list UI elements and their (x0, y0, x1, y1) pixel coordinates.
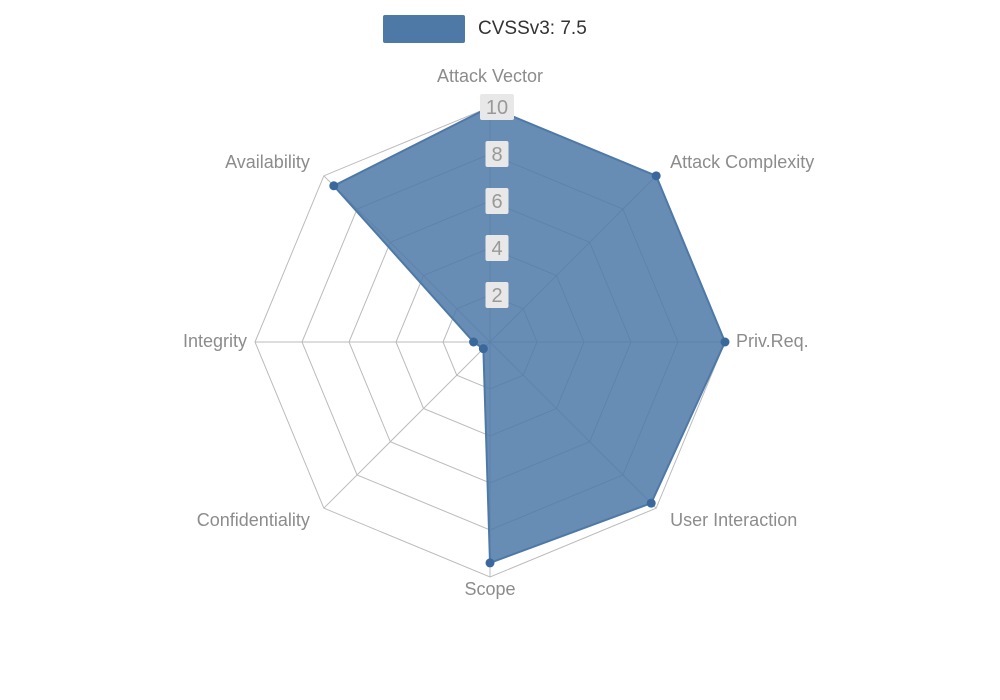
tick-label: 4 (491, 238, 502, 260)
tick-label-box (485, 235, 509, 261)
series-point (651, 171, 661, 181)
axis-label-priv-req-: Priv.Req. (736, 331, 809, 351)
axis-label-attack-vector: Attack Vector (437, 66, 543, 86)
series-point (720, 337, 730, 347)
tick-label-box (480, 94, 514, 120)
legend-swatch (383, 15, 465, 43)
axis-label-availability: Availability (225, 152, 310, 172)
series-point (329, 181, 339, 191)
axis-label-integrity: Integrity (183, 331, 247, 351)
series-point (478, 344, 488, 354)
series-point (485, 558, 495, 568)
axis-label-attack-complexity: Attack Complexity (670, 152, 814, 172)
tick-label-box (485, 282, 509, 308)
tick-label: 6 (491, 191, 502, 213)
tick-label-box (485, 188, 509, 214)
legend-item-cvssv3[interactable]: CVSSv3: 7.5 (383, 15, 587, 43)
tick-label: 10 (486, 97, 508, 119)
axis-label-confidentiality: Confidentiality (197, 510, 310, 530)
grid-spoke (323, 341, 491, 509)
legend-label: CVSSv3: 7.5 (478, 18, 587, 39)
tick-label-box (485, 141, 509, 167)
series-point (469, 337, 479, 347)
series-polygon-cvssv3[interactable] (332, 106, 726, 564)
tick-label: 8 (491, 144, 502, 166)
axis-label-user-interaction: User Interaction (670, 510, 797, 530)
tick-label: 2 (491, 285, 502, 307)
series-point (646, 498, 656, 508)
axis-label-scope: Scope (464, 579, 515, 599)
